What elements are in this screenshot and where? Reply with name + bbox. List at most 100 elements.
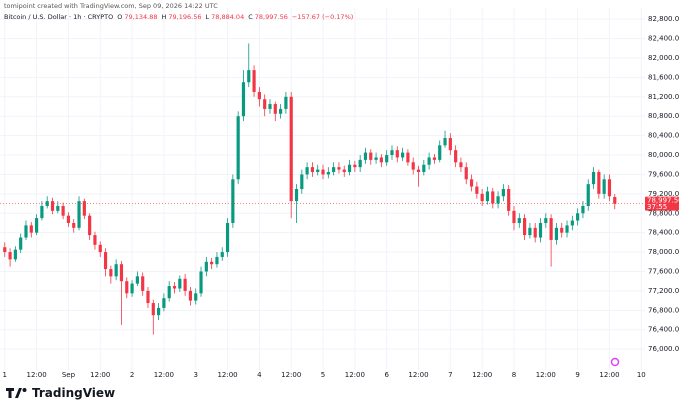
- candle-body: [263, 99, 267, 109]
- candle-body: [45, 201, 49, 206]
- price-tag-value: 78,997.56: [647, 197, 679, 205]
- candle-body: [188, 290, 193, 301]
- candle-body: [358, 159, 362, 168]
- x-tick-label: 12:00: [27, 371, 47, 379]
- candle-body: [66, 215, 71, 223]
- candle-body: [379, 157, 383, 163]
- candle-body: [210, 261, 214, 265]
- candle-body: [284, 96, 288, 109]
- candle-body: [125, 281, 129, 294]
- candle-body: [459, 162, 463, 168]
- candle-body: [347, 164, 352, 173]
- candle-body: [613, 197, 617, 204]
- candle-body: [77, 201, 81, 228]
- price-tag: [645, 196, 679, 211]
- y-tick-label: 78,400.00: [648, 229, 679, 237]
- y-tick-label: 76,400.00: [648, 326, 679, 334]
- candle-body: [225, 222, 230, 253]
- candle-body: [316, 169, 320, 173]
- candle-body: [289, 96, 293, 202]
- candle-body: [485, 191, 490, 202]
- candle-body: [385, 155, 389, 163]
- candle-body: [247, 70, 251, 83]
- candle-body: [204, 261, 208, 272]
- candle-body: [507, 189, 511, 211]
- candle-body: [353, 164, 357, 168]
- candle-body: [257, 91, 261, 100]
- candle-body: [523, 218, 527, 236]
- candle-body: [576, 213, 580, 221]
- y-tick-label: 82,800.00: [648, 15, 679, 23]
- candle-body: [427, 157, 431, 165]
- candle-body: [422, 164, 426, 173]
- candle-body: [448, 138, 452, 151]
- y-tick-label: 81,200.00: [648, 93, 679, 101]
- candle-body: [491, 191, 495, 204]
- x-tick-label: 4: [257, 371, 262, 379]
- x-tick-label: 2: [130, 371, 134, 379]
- x-tick-label: 7: [448, 371, 452, 379]
- candle-body: [337, 167, 341, 170]
- brand-logo: [6, 388, 27, 398]
- candle-body: [114, 264, 118, 277]
- symbol: Bitcoin / U.S. Dollar · 1h · CRYPTO: [4, 13, 114, 21]
- credit: tomipoint created with TradingView.com, …: [4, 2, 218, 10]
- candle-body: [570, 220, 574, 226]
- y-tick-label: 80,800.00: [648, 112, 679, 120]
- x-tick-label: 6: [384, 371, 389, 379]
- candle-body: [512, 210, 516, 223]
- x-tick-label: 8: [512, 371, 516, 379]
- candle-body: [533, 227, 537, 238]
- candle-body: [273, 104, 277, 114]
- candle-body: [268, 104, 272, 109]
- candle-body: [560, 227, 564, 233]
- candle-body: [72, 222, 76, 228]
- y-tick-label: 78,800.00: [648, 209, 679, 217]
- x-tick-label: 12:00: [408, 371, 428, 379]
- candle-body: [279, 108, 283, 114]
- candle-body: [438, 145, 442, 160]
- ohlc-key: C: [248, 13, 253, 21]
- candle-body: [3, 247, 7, 253]
- x-tick-label: 12:00: [472, 371, 492, 379]
- candle-body: [602, 179, 606, 194]
- candle-body: [172, 286, 177, 289]
- candle-body: [29, 225, 33, 233]
- candle-body: [432, 157, 437, 160]
- candle-body: [369, 152, 373, 160]
- candle-body: [454, 150, 458, 163]
- candle-body: [321, 169, 325, 175]
- candle-body: [294, 189, 299, 202]
- candle-body: [40, 205, 44, 219]
- candle-body: [326, 172, 330, 175]
- candle-body: [141, 276, 145, 291]
- candle-body: [363, 152, 368, 160]
- candle-body: [252, 70, 256, 92]
- x-tick-label: 12:00: [217, 371, 237, 379]
- x-tick-label: 12:00: [90, 371, 110, 379]
- candle-body: [146, 290, 150, 304]
- y-tick-label: 80,400.00: [648, 132, 679, 140]
- candle-body: [19, 237, 23, 250]
- candle-body: [241, 82, 246, 117]
- candle-body: [517, 218, 521, 223]
- candle-body: [581, 205, 585, 214]
- candle-body: [35, 218, 39, 233]
- candle-body: [183, 278, 187, 291]
- candle-body: [130, 283, 134, 294]
- candle-body: [231, 179, 235, 223]
- candle-body: [88, 215, 92, 236]
- candle-body: [411, 162, 415, 170]
- candle-body: [501, 189, 505, 197]
- y-tick-label: 79,200.00: [648, 190, 679, 198]
- candle-body: [464, 167, 468, 180]
- ohlc-value: 78,997.56: [254, 13, 288, 21]
- ohlc-key: L: [205, 13, 210, 21]
- candle-body: [93, 235, 97, 245]
- event-icon[interactable]: [610, 357, 620, 367]
- x-tick-label: 12:00: [536, 371, 556, 379]
- candle-body: [103, 252, 108, 270]
- candle-body: [220, 252, 224, 257]
- candle-body: [607, 179, 612, 197]
